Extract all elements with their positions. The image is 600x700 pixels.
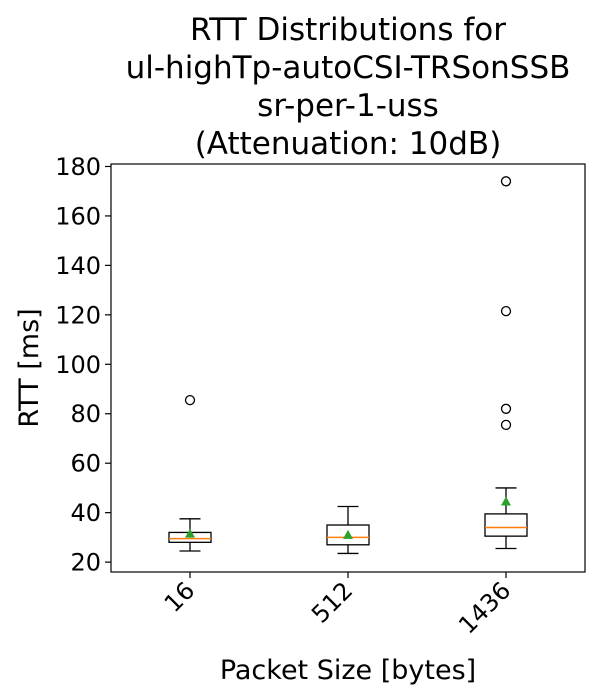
y-tick-label: 20: [70, 549, 101, 577]
outlier-point: [500, 403, 512, 414]
x-tick-label: 16: [159, 576, 200, 617]
chart-title: RTT Distributions forul-highTp-autoCSI-T…: [126, 12, 571, 162]
outlier-point: [500, 419, 512, 431]
mean-marker: [185, 528, 195, 538]
outlier-point: [500, 305, 512, 317]
y-axis: 20 40 60 80 100 120 140 160 180: [55, 153, 111, 577]
x-tick-label: 512: [306, 576, 358, 628]
mean-marker: [343, 529, 353, 539]
title-line: (Attenuation: 10dB): [195, 126, 502, 162]
boxes: [168, 176, 528, 555]
y-tick-label: 60: [70, 450, 101, 478]
title-line: sr-per-1-uss: [257, 88, 439, 124]
y-tick-label: 140: [55, 252, 101, 280]
box-16: [168, 394, 212, 552]
iqr-box: [326, 524, 370, 546]
box-1436: [484, 176, 528, 550]
y-tick-label: 180: [55, 153, 101, 181]
x-axis-label: Packet Size [bytes]: [220, 655, 476, 686]
y-tick-label: 40: [70, 499, 101, 527]
y-tick-label: 160: [55, 202, 101, 230]
y-tick-label: 120: [55, 301, 101, 329]
x-tick-label: 1436: [453, 576, 516, 639]
x-axis: 16 512 1436: [159, 572, 516, 639]
outlier-point: [184, 394, 196, 406]
mean-marker: [501, 496, 511, 506]
outlier-point: [500, 176, 512, 187]
y-axis-label: RTT [ms]: [14, 308, 45, 427]
iqr-box: [484, 513, 528, 537]
box-512: [326, 505, 370, 555]
y-tick-label: 80: [70, 400, 101, 428]
y-tick-label: 100: [55, 351, 101, 379]
title-line: ul-highTp-autoCSI-TRSonSSB: [126, 50, 571, 86]
title-line: RTT Distributions for: [190, 12, 506, 48]
